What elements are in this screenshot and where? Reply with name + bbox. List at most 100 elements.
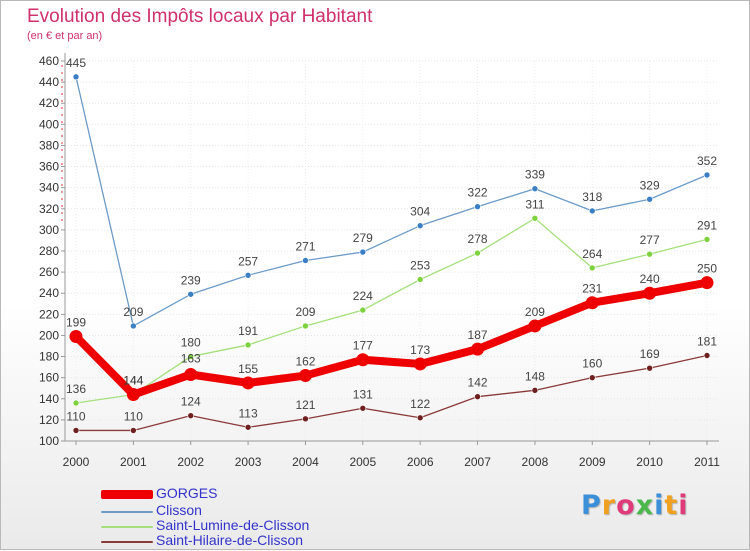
y-tick-label: 380: [39, 138, 59, 152]
x-tick-label: 2003: [235, 455, 262, 469]
data-label-clisson: 209: [123, 305, 143, 319]
data-point-gorges: [298, 369, 312, 383]
data-point-saint-hilaire-de-clisson: [187, 412, 195, 419]
data-label-saint-hilaire-de-clisson: 142: [468, 376, 488, 390]
legend-swatch: [101, 526, 153, 528]
y-tick-label: 320: [39, 202, 59, 216]
x-tick-label: 2001: [120, 455, 147, 469]
data-label-gorges: 187: [468, 328, 488, 342]
y-tick-label: 420: [39, 96, 59, 110]
data-point-gorges: [241, 376, 255, 390]
data-label-saint-hilaire-de-clisson: 110: [66, 409, 85, 423]
chart-title: Evolution des Impôts locaux par Habitant: [27, 6, 373, 27]
logo-letter: r: [601, 490, 617, 521]
x-tick-label: 2009: [579, 455, 606, 469]
logo-letter: P: [581, 490, 602, 521]
y-tick-label: 220: [39, 307, 59, 321]
data-point-saint-lumine-de-clisson: [531, 214, 539, 222]
data-label-saint-lumine-de-clisson: 253: [410, 259, 430, 273]
data-point-gorges: [700, 276, 714, 290]
data-label-clisson: 271: [295, 240, 315, 254]
y-tick-label: 140: [39, 392, 59, 406]
x-tick-label: 2010: [636, 455, 663, 469]
data-label-saint-hilaire-de-clisson: 160: [582, 357, 602, 371]
series-line-saint-hilaire-de-clisson: [75, 354, 708, 432]
y-tick-label: 240: [39, 286, 59, 300]
data-point-gorges: [184, 368, 198, 381]
data-point-saint-hilaire-de-clisson: [302, 415, 309, 423]
data-label-gorges: 199: [66, 316, 86, 330]
data-point-saint-hilaire-de-clisson: [416, 414, 424, 422]
data-point-saint-hilaire-de-clisson: [72, 427, 80, 434]
data-label-gorges: 155: [238, 362, 258, 376]
data-label-saint-lumine-de-clisson: 209: [295, 305, 315, 319]
data-point-gorges: [471, 342, 485, 356]
data-label-gorges: 231: [582, 282, 602, 296]
data-point-saint-lumine-de-clisson: [588, 264, 596, 272]
data-label-saint-lumine-de-clisson: 264: [582, 247, 602, 261]
data-point-clisson: [130, 322, 137, 330]
data-label-gorges: 163: [181, 352, 201, 366]
logo-letter: x: [635, 490, 655, 521]
logo-letter: t: [664, 490, 679, 521]
data-point-saint-lumine-de-clisson: [302, 322, 309, 330]
data-point-clisson: [588, 207, 596, 215]
legend-label: Saint-Lumine-de-Clisson: [156, 517, 310, 533]
y-tick-label: 180: [39, 350, 59, 364]
data-label-saint-hilaire-de-clisson: 122: [410, 397, 430, 411]
x-tick-label: 2002: [177, 455, 204, 469]
proxiti-logo: Proxiti: [581, 490, 689, 521]
logo-letter: i: [678, 490, 689, 521]
data-label-gorges: 144: [123, 374, 143, 388]
data-point-saint-hilaire-de-clisson: [588, 374, 596, 381]
data-label-saint-hilaire-de-clisson: 131: [353, 387, 373, 401]
y-tick-label: 460: [39, 54, 59, 68]
data-label-saint-lumine-de-clisson: 191: [238, 324, 258, 338]
data-point-gorges: [413, 357, 427, 371]
data-point-saint-hilaire-de-clisson: [531, 387, 539, 394]
x-tick-label: 2006: [407, 455, 434, 469]
data-point-clisson: [646, 195, 653, 203]
data-point-saint-lumine-de-clisson: [416, 276, 424, 283]
data-point-saint-hilaire-de-clisson: [703, 352, 711, 359]
y-tick-label: 200: [39, 328, 59, 342]
y-tick-label: 160: [39, 371, 59, 385]
y-tick-label: 260: [39, 265, 59, 279]
data-point-gorges: [643, 286, 657, 300]
data-point-saint-hilaire-de-clisson: [359, 404, 367, 412]
data-label-gorges: 240: [640, 272, 660, 286]
legend-swatch: [101, 541, 153, 543]
x-tick-label: 2008: [522, 455, 549, 469]
data-point-gorges: [69, 330, 83, 343]
legend-label: GORGES: [156, 485, 218, 501]
data-point-clisson: [359, 248, 367, 256]
data-point-saint-lumine-de-clisson: [646, 250, 653, 258]
data-label-saint-hilaire-de-clisson: 110: [124, 409, 143, 423]
data-point-gorges: [585, 296, 599, 310]
data-label-gorges: 173: [410, 343, 430, 357]
data-label-gorges: 209: [525, 305, 545, 319]
legend-label: Saint-Hilaire-de-Clisson: [156, 532, 304, 548]
y-tick-label: 440: [39, 75, 59, 89]
data-label-clisson: 352: [697, 154, 717, 168]
series-line-gorges: [72, 278, 711, 399]
data-label-saint-lumine-de-clisson: 311: [525, 197, 544, 211]
data-label-saint-hilaire-de-clisson: 121: [295, 398, 315, 412]
x-tick-label: 2000: [63, 455, 90, 469]
y-tick-label: 400: [39, 117, 59, 131]
data-point-clisson: [187, 290, 195, 298]
data-point-clisson: [416, 222, 424, 229]
x-tick-label: 2005: [349, 455, 376, 469]
series-line-saint-lumine-de-clisson: [75, 217, 708, 404]
data-label-saint-hilaire-de-clisson: 124: [181, 395, 201, 409]
y-tick-label: 100: [39, 434, 59, 448]
data-label-saint-hilaire-de-clisson: 169: [640, 347, 660, 361]
data-label-gorges: 177: [353, 339, 373, 353]
chart-subtitle: (en € et par an): [27, 30, 103, 42]
x-tick-label: 2007: [464, 455, 491, 469]
data-point-saint-lumine-de-clisson: [72, 399, 80, 407]
legend-swatch: [101, 511, 153, 513]
data-point-clisson: [72, 73, 80, 81]
